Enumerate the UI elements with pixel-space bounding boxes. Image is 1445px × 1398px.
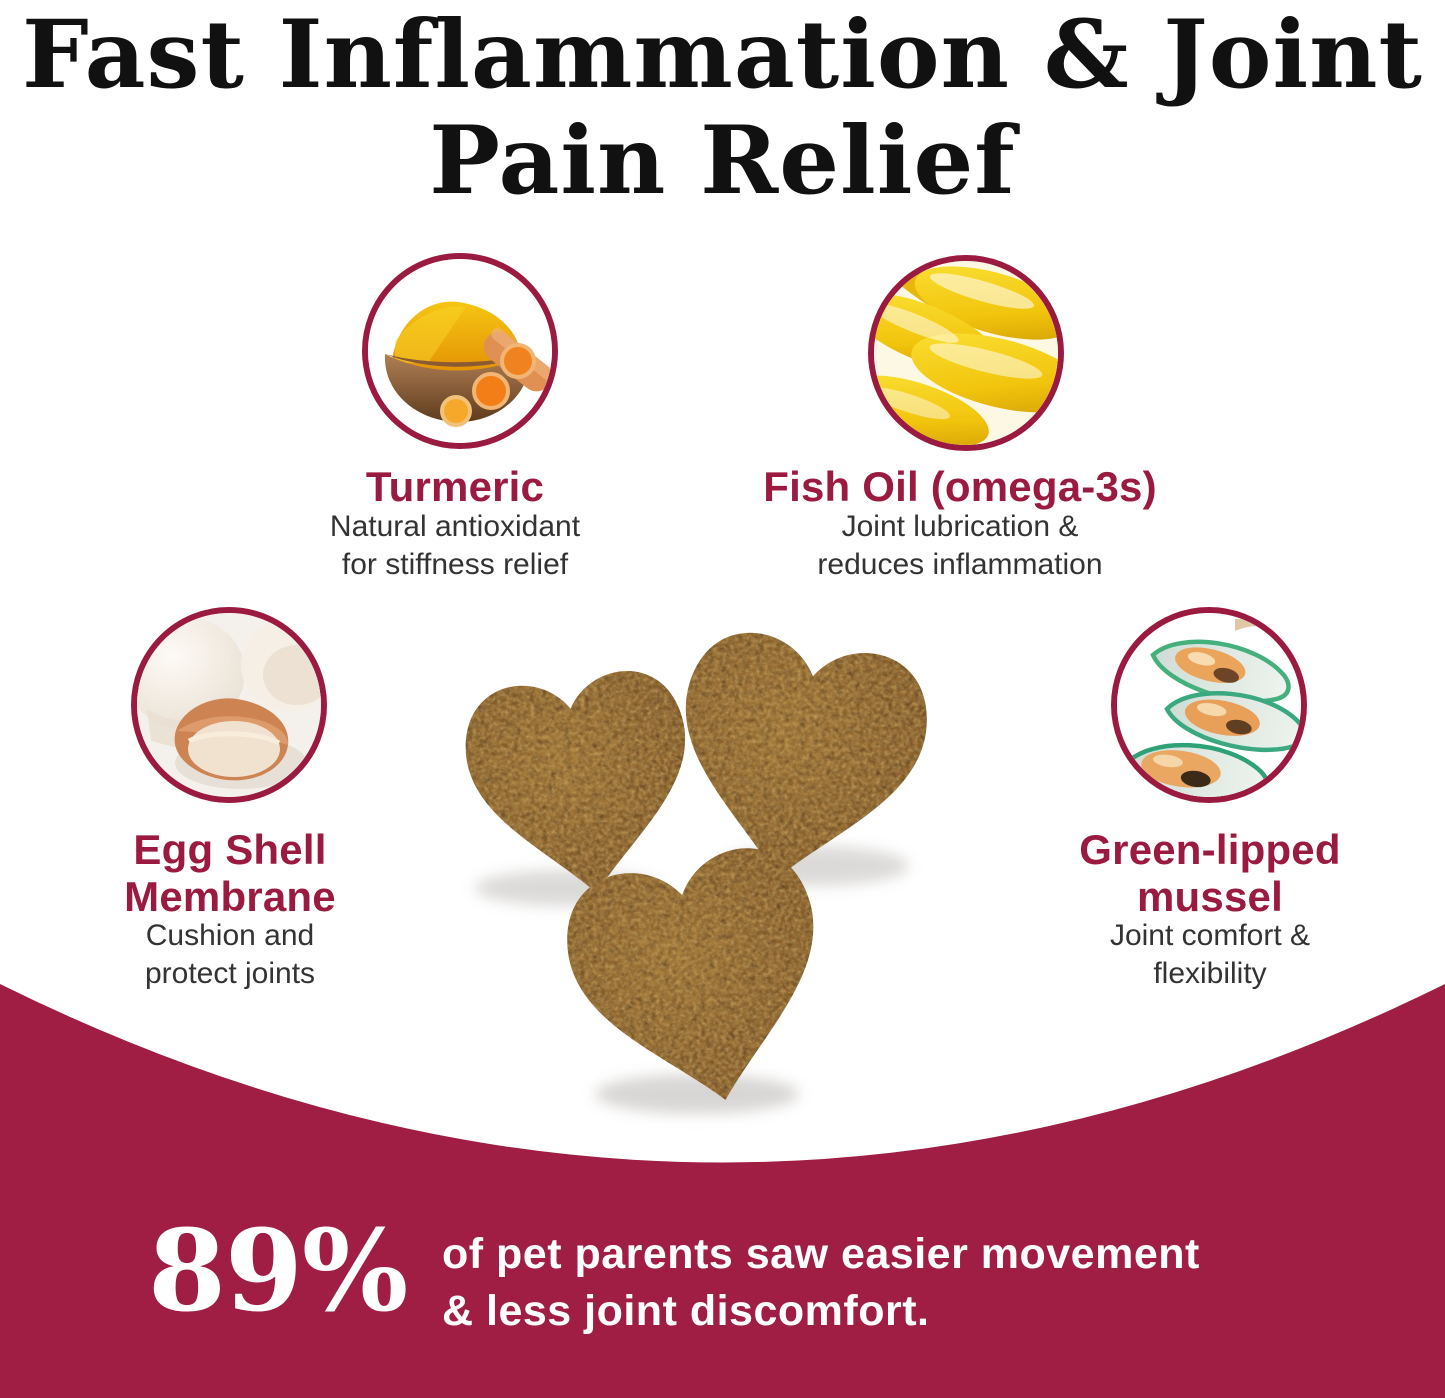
egg-shell-desc-line2: protect joints bbox=[144, 957, 316, 990]
page-title: Fast Inflammation & Joint Pain Relief bbox=[0, 2, 1445, 214]
turmeric-photo-circle bbox=[362, 253, 558, 449]
turmeric-name-line: Turmeric bbox=[365, 463, 545, 510]
turmeric-description: Natural antioxidant for stiffness relief bbox=[255, 508, 655, 584]
fish-oil-desc-line1: Joint lubrication & bbox=[841, 510, 1079, 543]
egg-shell-name-line2: Membrane bbox=[124, 873, 336, 920]
egg-shell-name-line1: Egg Shell bbox=[133, 826, 327, 873]
mussel-photo bbox=[1117, 613, 1301, 797]
stat-percentage: 89% bbox=[148, 1206, 408, 1337]
mussel-name-line1: Green-lipped bbox=[1079, 826, 1341, 873]
mussel-desc-line2: flexibility bbox=[1153, 957, 1267, 990]
fish-oil-photo-circle bbox=[868, 255, 1064, 451]
fish-oil-photo bbox=[874, 261, 1058, 445]
turmeric-name: Turmeric bbox=[255, 463, 655, 510]
mussel-desc-line1: Joint comfort & bbox=[1109, 919, 1311, 952]
egg-shell-name: Egg Shell Membrane bbox=[30, 826, 430, 920]
mussel-name: Green-lipped mussel bbox=[1010, 826, 1410, 920]
turmeric-photo bbox=[368, 259, 552, 443]
fish-oil-description: Joint lubrication & reduces inflammation bbox=[700, 508, 1220, 584]
mussel-name-line2: mussel bbox=[1137, 873, 1283, 920]
egg-shell-description: Cushion and protect joints bbox=[30, 917, 430, 993]
mussel-description: Joint comfort & flexibility bbox=[1010, 917, 1410, 993]
stat-caption-line1: of pet parents saw easier movement bbox=[442, 1230, 1200, 1278]
fish-oil-desc-line2: reduces inflammation bbox=[817, 548, 1103, 581]
heart-chews-photo bbox=[457, 622, 938, 1126]
page-title-line1: Fast Inflammation & bbox=[22, 0, 1130, 110]
turmeric-desc-line1: Natural antioxidant bbox=[329, 510, 581, 543]
egg-shell-desc-line1: Cushion and bbox=[145, 919, 315, 952]
stat-caption: of pet parents saw easier movement & les… bbox=[442, 1226, 1432, 1340]
fish-oil-name-line: Fish Oil (omega-3s) bbox=[763, 463, 1157, 510]
page-title-line2: Joint Pain Relief bbox=[429, 0, 1423, 216]
fish-oil-name: Fish Oil (omega-3s) bbox=[700, 463, 1220, 510]
egg-shell-photo bbox=[137, 613, 321, 797]
mussel-photo-circle bbox=[1111, 607, 1307, 803]
turmeric-desc-line2: for stiffness relief bbox=[341, 548, 569, 581]
egg-shell-photo-circle bbox=[131, 607, 327, 803]
stat-caption-line2: & less joint discomfort. bbox=[442, 1287, 930, 1335]
